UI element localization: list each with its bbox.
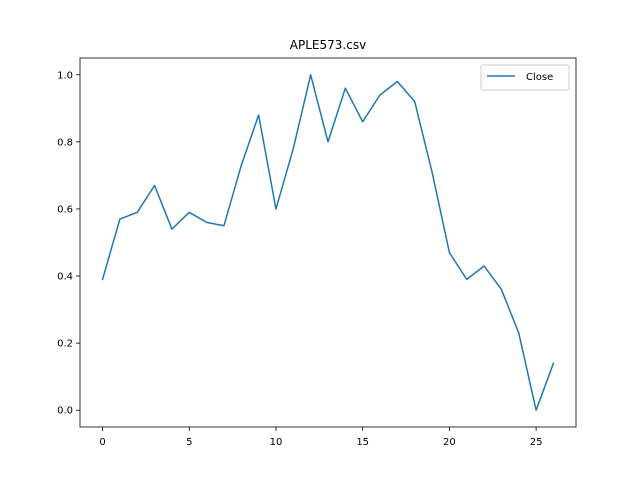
- x-tick-label: 10: [270, 437, 283, 448]
- y-tick-label: 0.2: [57, 339, 73, 350]
- legend-label-close: Close: [526, 72, 553, 83]
- y-tick-label: 0.4: [57, 272, 73, 283]
- axes-frame: [79, 57, 577, 428]
- x-tick-label: 0: [99, 437, 105, 448]
- chart-title: APLE573.csv: [290, 38, 366, 52]
- y-axis: 0.0 0.2 0.4 0.6 0.8 1.0: [57, 70, 80, 417]
- x-tick-label: 15: [356, 437, 369, 448]
- x-tick-label: 25: [530, 437, 543, 448]
- x-tick-label: 5: [186, 437, 192, 448]
- legend: Close: [480, 64, 570, 91]
- y-tick-label: 0.8: [57, 137, 73, 148]
- x-axis: 0 5 10 15 20 25: [99, 427, 542, 448]
- y-tick-label: 1.0: [57, 70, 73, 81]
- series-line-close: [101, 74, 555, 411]
- x-tick-label: 20: [443, 437, 456, 448]
- y-tick-label: 0.0: [57, 406, 73, 417]
- plot-area: [101, 74, 555, 411]
- y-tick-label: 0.6: [57, 204, 73, 215]
- legend-box: [480, 64, 570, 91]
